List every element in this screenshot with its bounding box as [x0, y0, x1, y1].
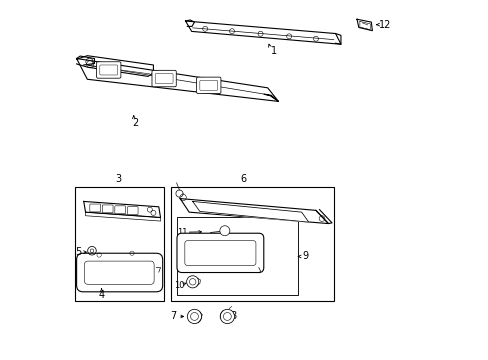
FancyBboxPatch shape [177, 233, 263, 273]
Bar [176, 217, 298, 295]
Circle shape [220, 226, 229, 236]
FancyBboxPatch shape [115, 206, 125, 214]
Text: 2: 2 [132, 118, 139, 128]
Bar [171, 187, 333, 301]
Text: 6: 6 [240, 174, 246, 184]
Text: 10: 10 [174, 281, 185, 290]
Text: 8: 8 [229, 311, 236, 321]
Circle shape [220, 309, 234, 324]
FancyBboxPatch shape [152, 70, 176, 87]
Polygon shape [185, 21, 340, 44]
FancyBboxPatch shape [196, 77, 221, 94]
Text: 4: 4 [99, 290, 104, 300]
Text: 7: 7 [170, 311, 177, 321]
FancyBboxPatch shape [77, 253, 163, 292]
FancyBboxPatch shape [90, 204, 101, 212]
Circle shape [186, 276, 198, 288]
Text: 9: 9 [302, 251, 307, 261]
Text: 3: 3 [116, 174, 122, 184]
Text: 12: 12 [379, 19, 391, 30]
FancyBboxPatch shape [127, 207, 138, 215]
Polygon shape [192, 202, 308, 222]
Polygon shape [185, 20, 194, 26]
FancyBboxPatch shape [97, 62, 121, 78]
Bar [75, 187, 164, 301]
Circle shape [187, 309, 201, 324]
Polygon shape [77, 56, 153, 76]
Text: 11: 11 [176, 228, 187, 237]
Polygon shape [77, 56, 94, 65]
Polygon shape [180, 199, 328, 224]
Polygon shape [83, 202, 160, 217]
Polygon shape [77, 59, 278, 102]
Polygon shape [356, 19, 372, 31]
Text: 1: 1 [270, 46, 277, 56]
FancyBboxPatch shape [102, 205, 113, 213]
Text: 5: 5 [75, 247, 81, 257]
